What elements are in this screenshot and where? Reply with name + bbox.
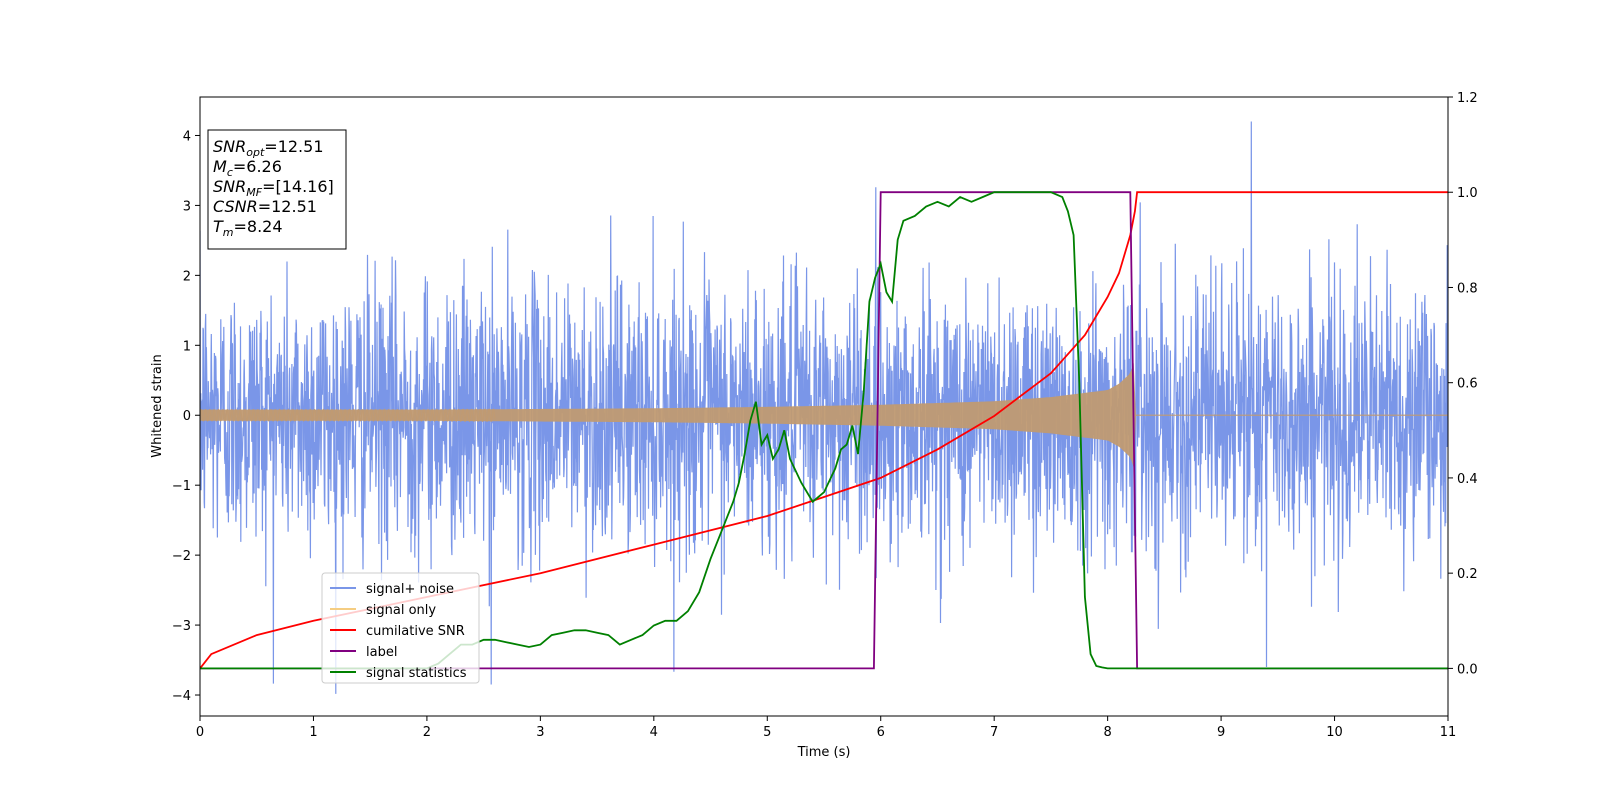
y-tick-label-left: 0 [183, 409, 191, 424]
y-tick-label-left: −2 [172, 549, 191, 564]
legend-label: signal statistics [366, 666, 467, 681]
x-tick-label: 8 [1103, 725, 1111, 740]
info-line: Tm=8.24 [213, 217, 283, 239]
x-tick-label: 9 [1217, 725, 1225, 740]
legend: signal+ noise signal only cumilative SNR la… [321, 572, 480, 684]
y-tick-label-left: −3 [172, 619, 191, 634]
y-tick-label-left: 4 [183, 129, 191, 144]
y-axis-label: Whitened strain [150, 354, 165, 457]
x-tick-label: 11 [1440, 725, 1457, 740]
y-tick-label-right: 0.2 [1457, 567, 1478, 582]
info-box-frame [207, 129, 347, 250]
legend-label: label [366, 645, 397, 660]
y-tick-label-left: 3 [183, 199, 191, 214]
y-tick-label-right: 0.0 [1457, 662, 1478, 677]
y-tick-label-left: 1 [183, 339, 191, 354]
x-ticks: 0 1 2 3 4 5 6 7 8 9 10 11 [196, 716, 1456, 740]
series-signal-noise [200, 121, 1448, 694]
y-tick-label-right: 1.2 [1457, 91, 1478, 106]
info-line: SNRMF=[14.16] [213, 177, 334, 199]
y-tick-label-right: 0.6 [1457, 377, 1478, 392]
x-tick-label: 4 [650, 725, 658, 740]
info-lines: SNRopt=12.51Mc=6.26SNRMF=[14.16]CSNR=12.… [213, 137, 334, 239]
info-line: Mc=6.26 [213, 157, 282, 179]
legend-label: cumilative SNR [366, 624, 465, 639]
legend-label: signal only [366, 603, 436, 618]
x-tick-label: 10 [1326, 725, 1343, 740]
x-tick-label: 6 [877, 725, 885, 740]
legend-frame [321, 572, 480, 684]
y-tick-label-right: 0.8 [1457, 281, 1478, 296]
series-signal-statistics [200, 191, 1448, 670]
y-tick-label-left: 2 [183, 269, 191, 284]
x-tick-label: 0 [196, 725, 204, 740]
x-tick-label: 3 [536, 725, 544, 740]
series-group [200, 121, 1448, 694]
y-tick-label-right: 0.4 [1457, 472, 1478, 487]
legend-items: signal+ noise signal only cumilative SNR la… [330, 582, 467, 681]
y-tick-label-left: −4 [172, 689, 191, 704]
x-tick-label: 2 [423, 725, 431, 740]
series-signal-only [200, 408, 1448, 423]
x-tick-label: 5 [763, 725, 771, 740]
info-line: SNRopt=12.51 [213, 137, 324, 159]
info-box: SNRopt=12.51Mc=6.26SNRMF=[14.16]CSNR=12.… [207, 129, 347, 250]
axes-frame [199, 96, 1449, 717]
y-ticks-left: 4 3 2 1 0 −1 −2 −3 −4 [172, 129, 200, 704]
x-tick-label: 1 [309, 725, 317, 740]
plot-content [200, 121, 1448, 694]
y-tick-label-right: 1.0 [1457, 186, 1478, 201]
x-tick-label: 7 [990, 725, 998, 740]
info-line: CSNR=12.51 [213, 197, 317, 216]
series-signal-only-envelope [200, 363, 1136, 468]
y-ticks-right: 1.2 1.0 0.8 0.6 0.4 0.2 0.0 [1448, 91, 1478, 677]
legend-label: signal+ noise [366, 582, 454, 597]
y-tick-label-left: −1 [172, 479, 191, 494]
x-axis-label: Time (s) [797, 745, 851, 760]
